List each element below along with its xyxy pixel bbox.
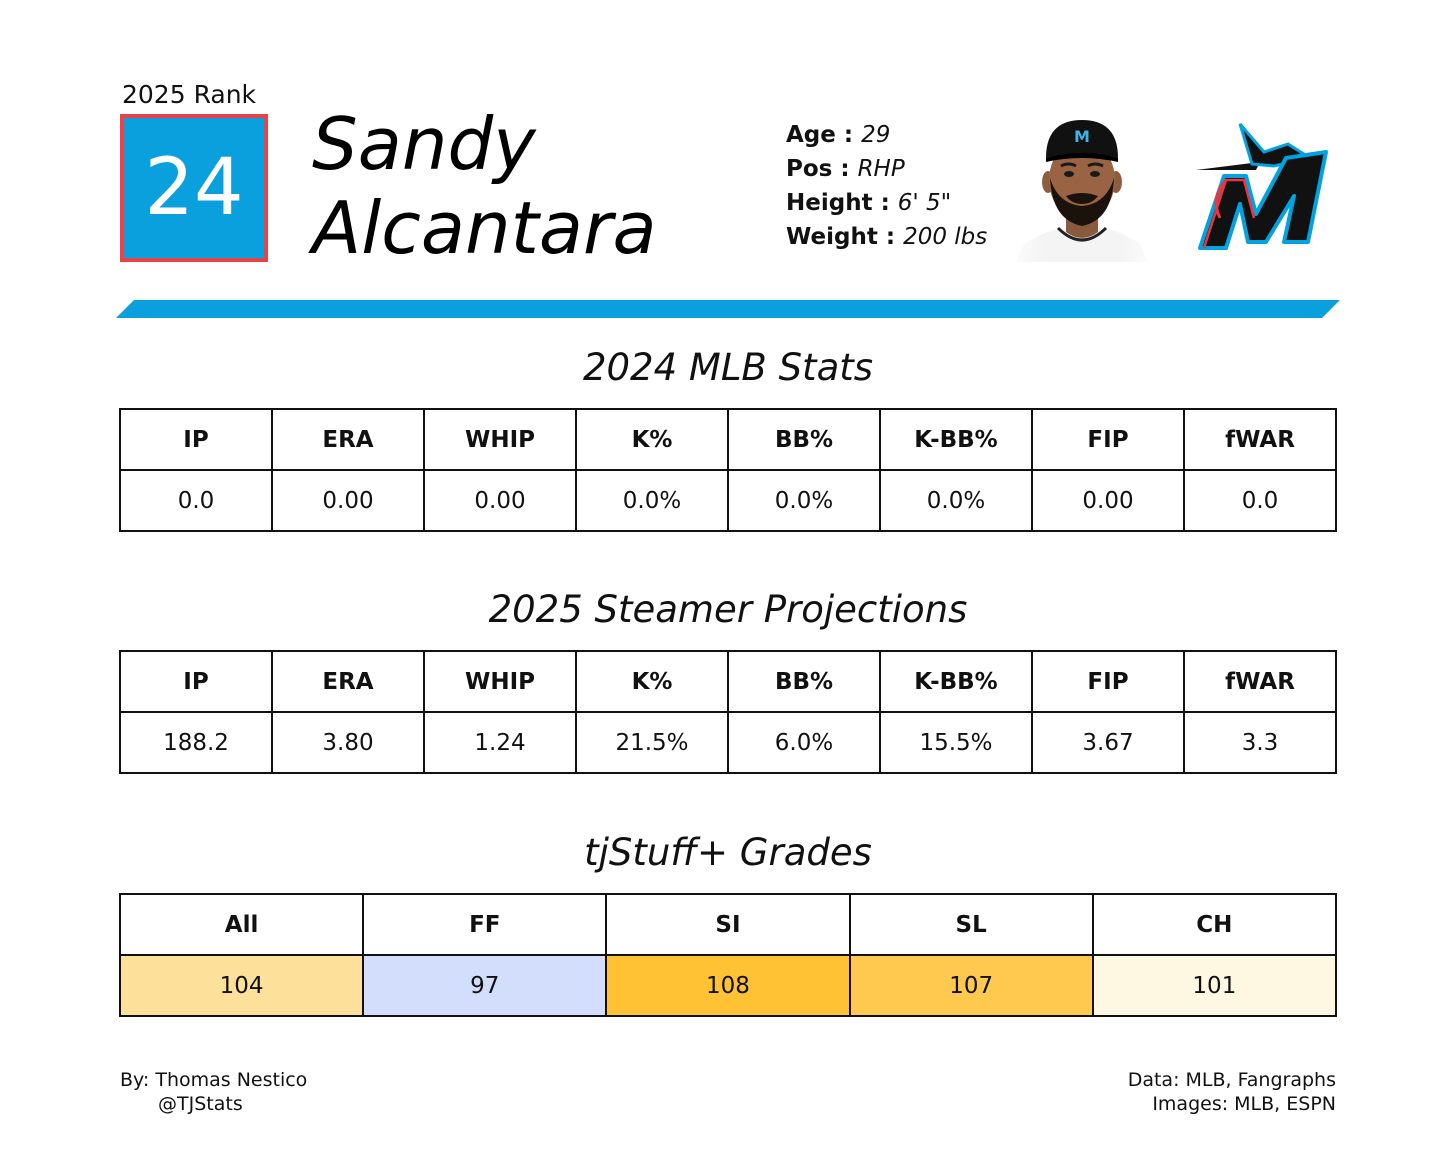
column-header: ERA bbox=[271, 408, 425, 471]
column-header: K-BB% bbox=[879, 408, 1033, 471]
player-bio: Age :29 Pos : RHP Height :6' 5" Weight :2… bbox=[786, 118, 987, 254]
author-credit: By: Thomas Nestico bbox=[120, 1069, 308, 1091]
table-cell: 3.3 bbox=[1183, 711, 1337, 774]
column-header: IP bbox=[119, 650, 273, 713]
column-header: FIP bbox=[1031, 408, 1185, 471]
bio-height: Height :6' 5" bbox=[786, 190, 952, 216]
column-header: FF bbox=[362, 893, 608, 956]
grade-cell: 104 bbox=[118, 954, 365, 1017]
player-last-name: Alcantara bbox=[312, 186, 657, 270]
table-cell: 0.0% bbox=[727, 469, 881, 532]
footer-credits-left: By: Thomas Nestico @TJStats bbox=[120, 1068, 307, 1116]
table-header-row: IP ERA WHIP K% BB% K-BB% FIP fWAR bbox=[119, 408, 1337, 471]
table-cell: 0.0% bbox=[575, 469, 729, 532]
stats-2024-title: 2024 MLB Stats bbox=[582, 346, 874, 389]
rank-badge: 24 bbox=[120, 114, 268, 262]
column-header: FIP bbox=[1031, 650, 1185, 713]
bio-age: Age :29 bbox=[786, 122, 891, 148]
table-cell: 3.67 bbox=[1031, 711, 1185, 774]
column-header: fWAR bbox=[1183, 650, 1337, 713]
column-header: SL bbox=[848, 893, 1094, 956]
marlins-logo-icon bbox=[1196, 123, 1328, 250]
table-cell: 0.0 bbox=[1183, 469, 1337, 532]
column-header: WHIP bbox=[423, 408, 577, 471]
table-cell: 21.5% bbox=[575, 711, 729, 774]
grade-cell: 101 bbox=[1091, 954, 1338, 1017]
bio-weight: Weight :200 lbs bbox=[786, 224, 988, 250]
table-cell: 0.00 bbox=[271, 469, 425, 532]
data-credit: Data: MLB, Fangraphs bbox=[1127, 1069, 1336, 1091]
column-header: K% bbox=[575, 408, 729, 471]
column-header: CH bbox=[1091, 893, 1338, 956]
player-name: Sandy Alcantara bbox=[312, 102, 657, 270]
player-first-name: Sandy bbox=[312, 102, 536, 186]
table-row: 188.2 3.80 1.24 21.5% 6.0% 15.5% 3.67 3.… bbox=[119, 711, 1337, 774]
player-headshot-icon: M bbox=[1006, 112, 1158, 262]
column-header: K-BB% bbox=[879, 650, 1033, 713]
grade-cell: 108 bbox=[605, 954, 851, 1017]
projections-2025-title: 2025 Steamer Projections bbox=[488, 588, 968, 631]
column-header: All bbox=[118, 893, 365, 956]
table-cell: 0.00 bbox=[1031, 469, 1185, 532]
bio-position: Pos : RHP bbox=[786, 156, 905, 182]
column-header: BB% bbox=[727, 650, 881, 713]
grades-table: All FF SI SL CH 104 97 108 107 101 bbox=[118, 893, 1338, 1017]
table-row: 104 97 108 107 101 bbox=[118, 954, 1338, 1017]
table-cell: 3.80 bbox=[271, 711, 425, 774]
grade-cell: 97 bbox=[362, 954, 608, 1017]
table-cell: 0.0 bbox=[119, 469, 273, 532]
table-cell: 188.2 bbox=[119, 711, 273, 774]
table-header-row: All FF SI SL CH bbox=[118, 893, 1338, 956]
author-handle: @TJStats bbox=[158, 1093, 243, 1115]
projections-2025-table: IP ERA WHIP K% BB% K-BB% FIP fWAR 188.2 … bbox=[119, 650, 1337, 774]
footer-credits-right: Data: MLB, Fangraphs Images: MLB, ESPN bbox=[1128, 1068, 1336, 1116]
header-divider bbox=[116, 300, 1340, 318]
rank-number: 24 bbox=[144, 143, 244, 233]
table-row: 0.0 0.00 0.00 0.0% 0.0% 0.0% 0.00 0.0 bbox=[119, 469, 1337, 532]
column-header: WHIP bbox=[423, 650, 577, 713]
grade-cell: 107 bbox=[848, 954, 1094, 1017]
table-cell: 0.00 bbox=[423, 469, 577, 532]
column-header: fWAR bbox=[1183, 408, 1337, 471]
table-cell: 6.0% bbox=[727, 711, 881, 774]
column-header: K% bbox=[575, 650, 729, 713]
column-header: ERA bbox=[271, 650, 425, 713]
column-header: IP bbox=[119, 408, 273, 471]
table-cell: 15.5% bbox=[879, 711, 1033, 774]
grades-title: tjStuff+ Grades bbox=[584, 831, 872, 874]
column-header: SI bbox=[605, 893, 851, 956]
image-credit: Images: MLB, ESPN bbox=[1152, 1093, 1336, 1115]
table-cell: 0.0% bbox=[879, 469, 1033, 532]
rank-label: 2025 Rank bbox=[122, 80, 257, 109]
column-header: BB% bbox=[727, 408, 881, 471]
table-cell: 1.24 bbox=[423, 711, 577, 774]
table-header-row: IP ERA WHIP K% BB% K-BB% FIP fWAR bbox=[119, 650, 1337, 713]
stats-2024-table: IP ERA WHIP K% BB% K-BB% FIP fWAR 0.0 0.… bbox=[119, 408, 1337, 532]
